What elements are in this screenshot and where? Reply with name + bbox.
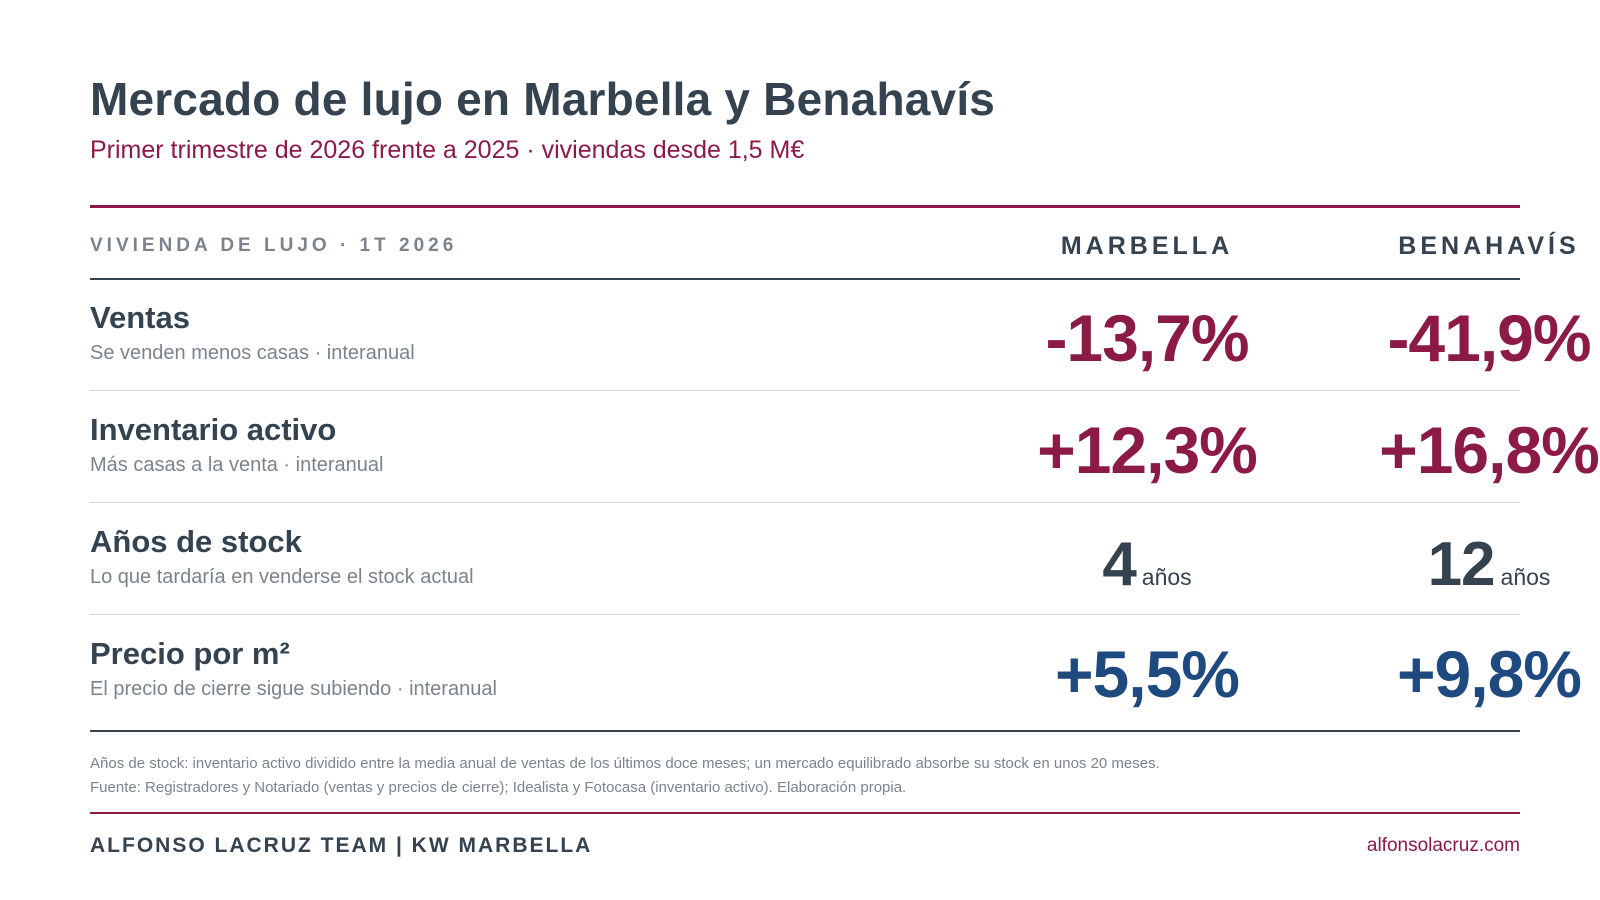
row-title: Precio por m² — [90, 636, 290, 671]
value-benahavis-inventario: +16,8% — [1379, 413, 1600, 487]
row-title: Inventario activo — [90, 412, 337, 447]
table-row-inventario: Inventario activo Más casas a la venta ·… — [90, 390, 1600, 503]
row-subtitle: Lo que tardaría en venderse el stock act… — [90, 566, 474, 588]
value-benahavis-precio: +9,8% — [1397, 637, 1582, 711]
table-row-ventas: Ventas Se venden menos casas · interanua… — [90, 278, 1592, 391]
value-marbella-stock: 4 años — [977, 524, 1317, 615]
infographic-page: Mercado de lujo en Marbella y Benahavís … — [90, 0, 1600, 900]
row-title: Ventas — [90, 300, 190, 335]
value-marbella-precio: +5,5% — [1055, 637, 1240, 711]
footer-brand: ALFONSO LACRUZ TEAM | KW MARBELLA — [90, 834, 593, 857]
column-header-marbella: MARBELLA — [1060, 232, 1234, 260]
table-label: VIVIENDA DE LUJO · 1T 2026 — [90, 235, 458, 256]
footnotes: Años de stock: inventario activo dividid… — [90, 752, 1160, 800]
table-header-row: VIVIENDA DE LUJO · 1T 2026 MARBELLA BENA… — [90, 208, 1576, 280]
stock-number: 12 — [1427, 530, 1496, 599]
footnote-definition: Años de stock: inventario activo dividid… — [90, 755, 1160, 772]
table-row-stock: Años de stock Lo que tardaría en venders… — [90, 502, 1550, 615]
row-subtitle: El precio de cierre sigue subiendo · int… — [90, 678, 497, 700]
footer-website-link[interactable]: alfonsolacruz.com — [1366, 835, 1520, 856]
table-row-precio: Precio por m² El precio de cierre sigue … — [90, 614, 1582, 732]
value-marbella-inventario: +12,3% — [1037, 413, 1258, 487]
footnote-source: Fuente: Registradores y Notariado (venta… — [90, 779, 907, 796]
stock-unit: años — [1500, 564, 1551, 590]
stock-unit: años — [1141, 564, 1192, 590]
bottom-divider — [90, 812, 1520, 814]
stock-number: 4 — [1102, 530, 1136, 599]
value-benahavis-stock: 12 años — [1319, 524, 1600, 615]
page-subtitle: Primer trimestre de 2026 frente a 2025 ·… — [90, 136, 805, 164]
top-divider — [90, 205, 1520, 208]
page-title: Mercado de lujo en Marbella y Benahavís — [90, 73, 996, 125]
row-subtitle: Se venden menos casas · interanual — [90, 342, 415, 364]
row-subtitle: Más casas a la venta · interanual — [90, 454, 384, 476]
value-marbella-ventas: -13,7% — [1045, 301, 1249, 375]
column-header-benahavis: BENAHAVÍS — [1398, 232, 1580, 260]
row-title: Años de stock — [90, 524, 302, 559]
value-benahavis-ventas: -41,9% — [1387, 301, 1591, 375]
